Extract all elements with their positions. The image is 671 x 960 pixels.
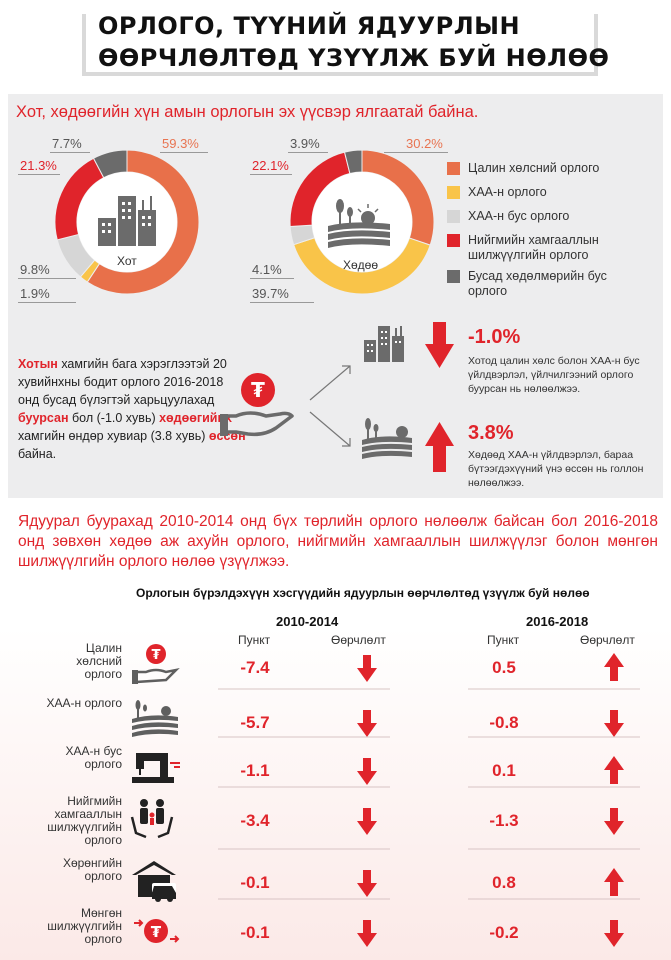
city-donut-label: Хот bbox=[117, 254, 137, 268]
leader-line bbox=[18, 302, 76, 303]
city-buildings-icon bbox=[98, 196, 156, 246]
leader-line bbox=[50, 152, 90, 153]
legend-label-salary: Цалин хөлсний орлого bbox=[468, 161, 600, 175]
table-background bbox=[0, 628, 671, 960]
city-agri-pct: 1.9% bbox=[20, 286, 50, 301]
col-point-1: Пункт bbox=[238, 633, 271, 647]
legend-swatch-social bbox=[447, 234, 460, 247]
rural-field-icon bbox=[328, 199, 390, 248]
title-frame bbox=[82, 6, 598, 76]
story-city-word: Хотын bbox=[18, 357, 58, 371]
city-change-value: -1.0% bbox=[468, 326, 521, 348]
donut-hole bbox=[312, 172, 412, 272]
legend-swatch-nonagri bbox=[447, 210, 460, 223]
value-2010-2014: -1.1 bbox=[240, 761, 270, 780]
rural-agri-pct: 39.7% bbox=[252, 286, 289, 301]
leader-line bbox=[250, 302, 314, 303]
col-point-2: Пункт bbox=[487, 633, 520, 647]
income-donut-charts bbox=[54, 149, 435, 295]
leader-line bbox=[18, 174, 60, 175]
summary-paragraph: Ядуурал буурахад 2010-2014 онд бүх төрли… bbox=[18, 513, 658, 570]
value-2010-2014: -0.1 bbox=[240, 873, 270, 892]
income-flow-diagram: ₮ bbox=[220, 322, 454, 472]
col-change-1: Өөрчлөлт bbox=[331, 633, 386, 647]
value-2016-2018: -0.2 bbox=[489, 923, 519, 942]
story-part4: байна. bbox=[18, 447, 57, 461]
city-other-pct: 7.7% bbox=[52, 136, 82, 151]
value-2016-2018: -0.8 bbox=[489, 713, 519, 732]
svg-text:₮: ₮ bbox=[251, 378, 265, 402]
table-title: Орлогын бүрэлдэхүүн хэсгүүдийн ядуурлын … bbox=[136, 586, 590, 600]
rural-change-value: 3.8% bbox=[468, 422, 514, 444]
panel-headline: Хот, хөдөөгийн хүн амын орлогын эх үүсвэ… bbox=[16, 103, 479, 121]
row-label: ХАА-н бус орлого bbox=[65, 744, 122, 771]
rural-change-note: Хөдөөд ХАА-н үйлдвэрлэл, бараа бүтээгдэх… bbox=[468, 449, 644, 489]
value-2016-2018: -1.3 bbox=[489, 811, 519, 830]
legend-swatch-agri bbox=[447, 186, 460, 199]
small-rural-icon bbox=[362, 418, 412, 459]
row-label: Мөнгөн шилжүүлгийн орлого bbox=[47, 906, 122, 946]
value-2016-2018: 0.5 bbox=[492, 658, 516, 677]
city-salary-pct: 59.3% bbox=[162, 136, 199, 151]
value-2010-2014: -3.4 bbox=[240, 811, 270, 830]
rural-other-pct: 3.9% bbox=[290, 136, 320, 151]
story-rural: хөдөөгийнх bbox=[159, 411, 232, 425]
story-text: Хотын хамгийн бага хэрэглээтэй 20 хувийн… bbox=[18, 355, 246, 463]
leader-line bbox=[250, 174, 292, 175]
leader-line bbox=[288, 152, 328, 153]
rural-salary-pct: 30.2% bbox=[406, 136, 443, 151]
row-label: Хөрөнгийн орлого bbox=[62, 856, 122, 883]
value-2016-2018: 0.1 bbox=[492, 761, 516, 780]
legend-swatch-salary bbox=[447, 162, 460, 175]
legend-label-social: Нийгмийн хамгааллын шилжүүлгийн орлого bbox=[468, 233, 599, 262]
city-social-pct: 21.3% bbox=[20, 158, 57, 173]
period-2010-2014: 2010-2014 bbox=[276, 614, 339, 629]
value-2016-2018: 0.8 bbox=[492, 873, 516, 892]
value-2010-2014: -5.7 bbox=[240, 713, 270, 732]
decrease-arrow-icon bbox=[425, 322, 454, 368]
leader-line bbox=[250, 278, 294, 279]
hand-coin-icon: ₮ bbox=[220, 373, 294, 437]
flow-arrows bbox=[309, 365, 351, 447]
leader-line bbox=[384, 152, 448, 153]
leader-line bbox=[18, 278, 76, 279]
legend-label-other: Бусад хөдөлмөрийн бус орлого bbox=[468, 269, 607, 298]
city-change-note: Хотод цалин хөлс болон ХАА-н бус үйлдвэр… bbox=[468, 355, 640, 395]
row-label: ХАА-н орлого bbox=[46, 696, 122, 710]
rural-nonagri-pct: 4.1% bbox=[252, 262, 282, 277]
value-2010-2014: -0.1 bbox=[240, 923, 270, 942]
story-part1: хамгийн бага хэрэглээтэй 20 хувийнхны бо… bbox=[18, 357, 227, 407]
legend-label-nonagri: ХАА-н бус орлого bbox=[468, 209, 570, 223]
increase-arrow-icon bbox=[425, 422, 454, 472]
story-part3: хамгийн өндөр хувиар (3.8 хувь) bbox=[18, 429, 209, 443]
legend-swatch-other bbox=[447, 270, 460, 283]
page-title-line1: ОРЛОГО, ТҮҮНИЙ ЯДУУРЛЫН bbox=[98, 12, 521, 40]
leader-line bbox=[160, 152, 208, 153]
story-part2: бол (-1.0 хувь) bbox=[68, 411, 160, 425]
legend-label-agri: ХАА-н орлого bbox=[468, 185, 547, 199]
row-label: Нийгмийн хамгааллын шилжүүлгийн орлого bbox=[47, 794, 122, 847]
row-label: Цалин хөлсний орлого bbox=[76, 641, 122, 681]
small-city-icon bbox=[364, 326, 404, 362]
period-2016-2018: 2016-2018 bbox=[526, 614, 589, 629]
rural-donut bbox=[289, 149, 435, 295]
page-title-line2: ӨӨРЧЛӨЛТӨД ҮЗҮҮЛЖ БУЙ НӨЛӨӨ bbox=[98, 44, 610, 72]
value-2010-2014: -7.4 bbox=[240, 658, 270, 677]
city-nonagri-pct: 9.8% bbox=[20, 262, 50, 277]
col-change-2: Өөрчлөлт bbox=[580, 633, 635, 647]
rural-donut-label: Хөдөө bbox=[343, 258, 379, 272]
rural-social-pct: 22.1% bbox=[252, 158, 289, 173]
story-decreased: буурсан bbox=[18, 411, 69, 425]
